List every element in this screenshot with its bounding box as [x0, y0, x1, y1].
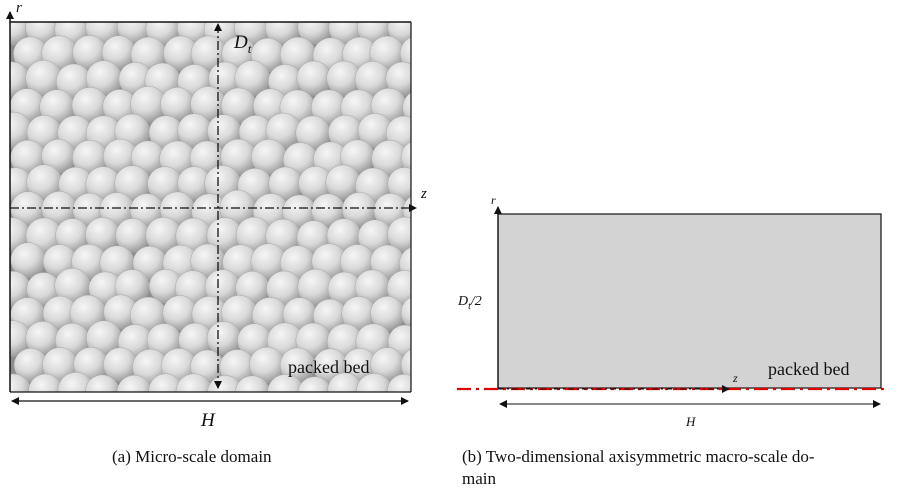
sphere [400, 348, 411, 382]
sphere [297, 376, 332, 392]
sphere [267, 374, 305, 392]
r-axis-label: r [16, 0, 22, 16]
length-label-b: H [685, 414, 696, 429]
packed-bed-label-a: packed bed [288, 357, 369, 377]
sphere [402, 92, 411, 124]
sphere [400, 141, 411, 174]
sphere [72, 402, 107, 437]
sphere [417, 61, 452, 96]
r-axis-label-b: r [491, 193, 496, 207]
sphere [433, 89, 469, 125]
sphere [429, 347, 465, 383]
sphere [222, 400, 257, 435]
panel-a: r z Dt packed bed H (a) Micro-scale doma… [6, 0, 469, 466]
sphere [433, 399, 467, 433]
sphere [418, 217, 453, 252]
sphere [401, 399, 437, 435]
sphere [430, 142, 465, 177]
panel-b: r Dt/2 z packed bed H (b) Two-dimensiona… [457, 193, 887, 488]
sphere [281, 402, 317, 438]
sphere [430, 243, 466, 279]
sphere [234, 375, 270, 392]
sphere [12, 401, 48, 437]
packed-spheres [10, 13, 469, 438]
sphere [431, 191, 465, 225]
sphere [414, 322, 450, 358]
sphere [313, 398, 349, 434]
z-axis-label-b: z [732, 371, 738, 385]
sphere [159, 401, 195, 437]
sphere [415, 374, 450, 409]
caption-b-line2: main [462, 469, 496, 488]
caption-b-line1: (b) Two-dimensional axisymmetric macro-s… [462, 447, 815, 466]
sphere [28, 373, 63, 392]
sphere [116, 374, 152, 392]
z-axis-label: z [420, 186, 427, 202]
packed-bed-label-b: packed bed [768, 359, 849, 379]
sphere [42, 399, 78, 435]
caption-a: (a) Micro-scale domain [112, 447, 272, 466]
sphere [415, 13, 449, 47]
sphere [415, 113, 450, 148]
radius-label: Dt/2 [457, 294, 482, 312]
sphere [432, 35, 468, 71]
sphere [207, 375, 244, 392]
sphere [101, 399, 137, 435]
sphere [131, 401, 166, 436]
sphere [419, 273, 453, 307]
sphere [370, 402, 404, 436]
diameter-label: Dt [233, 32, 252, 56]
sphere [400, 296, 411, 329]
length-label-a: H [200, 410, 216, 431]
sphere [250, 401, 285, 436]
sphere [344, 400, 378, 434]
sphere [387, 373, 411, 392]
macro-domain [497, 213, 882, 389]
